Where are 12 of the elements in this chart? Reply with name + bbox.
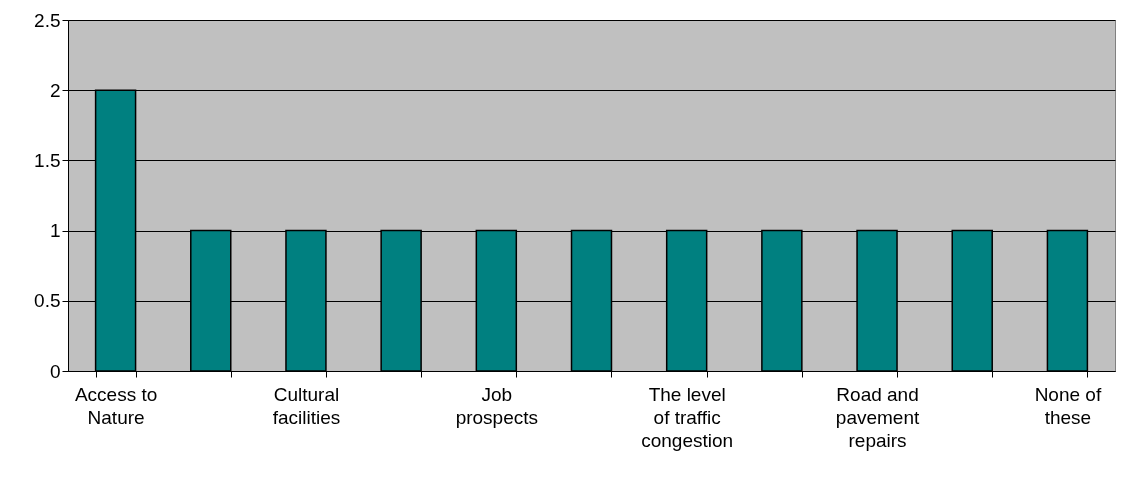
y-tick-label: 2.5 [34,9,61,31]
x-tick-label: The level of traffic congestion [641,383,734,451]
y-tick-label: 1 [49,220,61,242]
y-tick-label: 2 [49,79,61,101]
y-tick-label: 1.5 [34,149,61,171]
x-tick-label: Road and pavement repairs [835,383,920,451]
x-tick-label: None of these [1034,383,1102,428]
x-tick-label: Access to Nature [74,383,158,428]
x-tick-label: Cultural facilities [272,383,341,428]
x-tick-label: Job prospects [455,383,539,428]
y-tick-label: 0.5 [34,290,61,312]
y-tick-label: 0 [49,360,61,382]
